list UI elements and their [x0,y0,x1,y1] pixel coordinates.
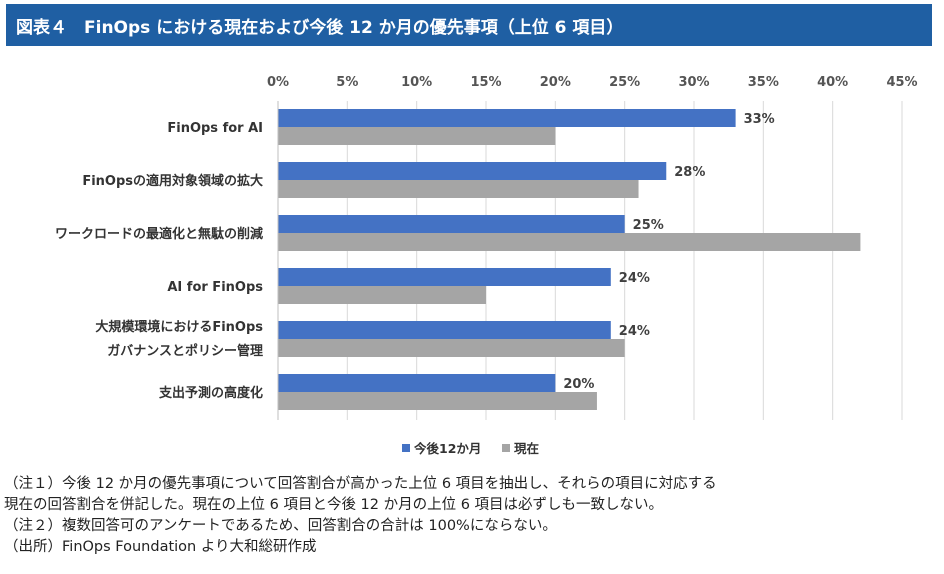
data-label: 24% [619,324,650,339]
legend-label: 現在 [514,441,539,456]
data-label: 24% [619,271,650,286]
legend-swatch [402,444,410,452]
chart-title: 図表４ FinOps における現在および今後 12 か月の優先事項（上位 6 項… [16,17,624,38]
bar-future [278,215,625,233]
bar-future [278,268,611,286]
bar-future [278,162,667,180]
x-tick-label: 20% [540,75,571,90]
bar-current [278,233,861,251]
data-label: 33% [744,112,775,127]
category-label: FinOps for AI [167,121,263,136]
data-label: 20% [563,377,594,392]
note-line: （出所）FinOps Foundation より大和総研作成 [4,539,317,555]
bar-future [278,109,736,127]
category-label: 支出予測の高度化 [158,385,263,401]
x-tick-label: 45% [886,75,917,90]
bar-current [278,180,639,198]
note-line: （注２）複数回答可のアンケートであるため、回答割合の合計は 100%にならない。 [4,518,557,534]
bar-current [278,339,625,357]
bar-chart: 0% 5% 10% 15% 20% 25% 30% 35% 40% 45% 33% FinOps fo… [55,75,918,456]
x-tick-label: 35% [748,75,779,90]
category-label: ワークロードの最適化と無駄の削減 [55,226,263,242]
bar-current [278,286,486,304]
x-tick-label: 40% [817,75,848,90]
data-label: 25% [633,218,664,233]
note-line: （注１）今後 12 か月の優先事項について回答割合が高かった上位 6 項目を抽出… [4,476,717,492]
bar-current [278,127,556,145]
category-label: FinOpsの適用対象領域の拡大 [82,173,263,189]
bar-future [278,374,556,392]
category-label: AI for FinOps [167,280,263,295]
x-tick-label: 15% [470,75,501,90]
x-tick-label: 10% [401,75,432,90]
legend-swatch [502,444,510,452]
bar-current [278,392,597,410]
x-tick-label: 30% [678,75,709,90]
x-tick-label: 25% [609,75,640,90]
x-tick-label: 0% [267,75,289,90]
chart-title-bar: 図表４ FinOps における現在および今後 12 か月の優先事項（上位 6 項… [6,4,932,46]
bar-future [278,321,611,339]
category-label: ガバナンスとポリシー管理 [107,343,263,359]
data-label: 28% [674,165,705,180]
notes: （注１）今後 12 か月の優先事項について回答割合が高かった上位 6 項目を抽出… [4,474,940,558]
category-label: 大規模環境におけるFinOps [95,319,263,335]
note-line: 現在の回答割合を併記した。現在の上位 6 項目と今後 12 か月の上位 6 項目… [4,497,664,513]
legend-label: 今後12か月 [413,441,481,456]
x-tick-label: 5% [336,75,358,90]
